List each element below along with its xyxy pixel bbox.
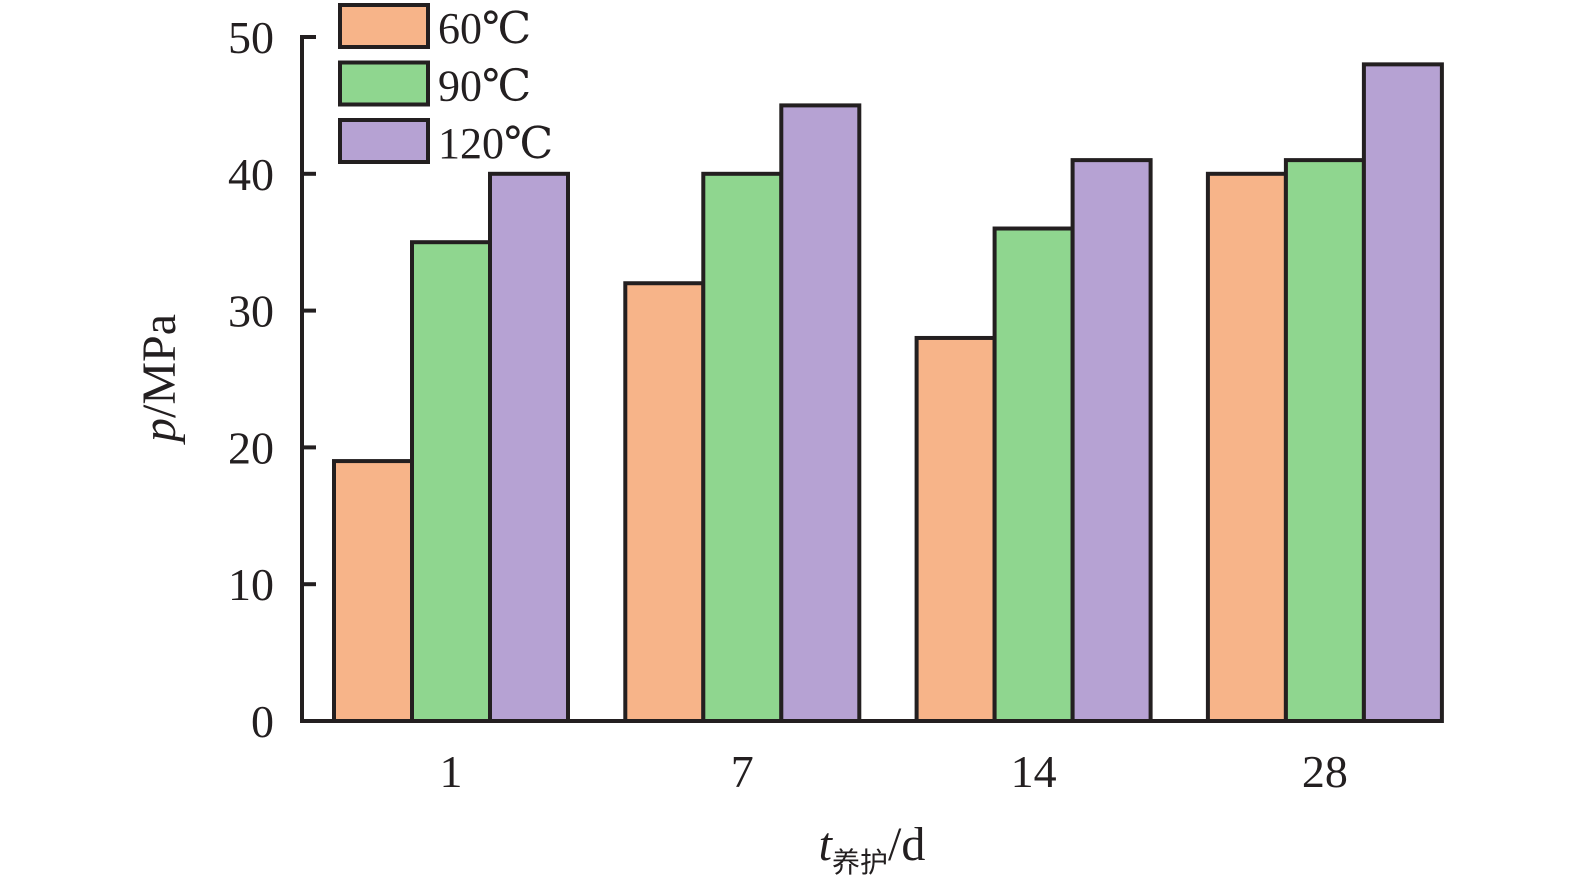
y-tick-label: 10: [228, 559, 274, 610]
legend: 60℃ 90℃ 120℃: [338, 3, 553, 168]
legend-label: 90℃: [438, 62, 531, 111]
bar-14-120℃: [1070, 158, 1153, 723]
axes-layer: 1 7 14 28 0 10 20 30 40 50: [228, 12, 1442, 797]
bar-7-120℃: [779, 103, 862, 723]
legend-label: 60℃: [438, 4, 531, 53]
y-tick-label: 20: [228, 422, 274, 473]
legend-label: 120℃: [438, 119, 553, 168]
x-tick-label: 7: [731, 746, 754, 797]
y-tick-label: 0: [251, 696, 274, 747]
bar-1-60℃: [332, 459, 414, 723]
bar-7-90℃: [701, 171, 784, 724]
legend-swatch-60℃: [338, 3, 430, 49]
bar-14-60℃: [914, 335, 997, 723]
y-tick-label: 40: [228, 149, 274, 200]
y-tick-label: 30: [228, 286, 274, 337]
bar-28-90℃: [1283, 158, 1366, 723]
bar-1-120℃: [488, 171, 570, 724]
bar-1-90℃: [410, 240, 492, 723]
y-axis-label: p/MPa: [133, 314, 186, 445]
legend-swatch-90℃: [338, 60, 430, 107]
bar-28-60℃: [1205, 171, 1288, 724]
legend-swatch-120℃: [338, 118, 430, 164]
x-tick-label: 1: [440, 746, 463, 797]
bar-7-60℃: [623, 281, 706, 723]
bars-layer: [332, 62, 1444, 724]
x-tick-label: 28: [1302, 746, 1348, 797]
x-tick-label: 14: [1011, 746, 1057, 797]
y-tick-label: 50: [228, 12, 274, 63]
x-axis-label: t养护/d: [819, 818, 926, 879]
bar-28-120℃: [1361, 62, 1444, 724]
bar-14-90℃: [992, 226, 1075, 724]
